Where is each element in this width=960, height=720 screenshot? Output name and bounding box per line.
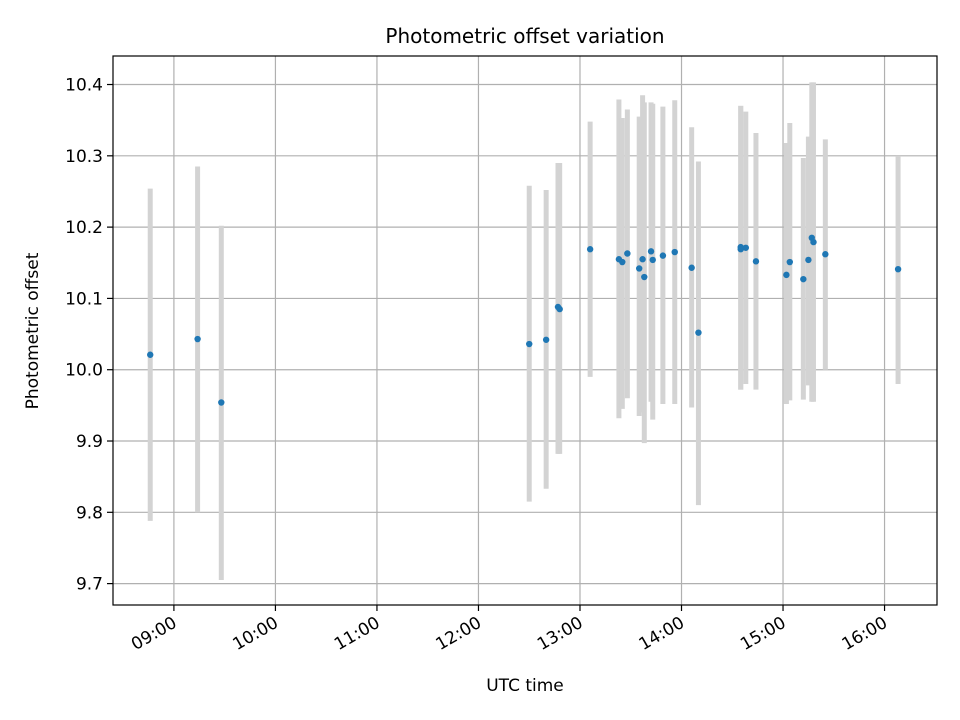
data-point [737, 246, 744, 253]
x-axis-label: UTC time [486, 676, 564, 696]
data-point [586, 246, 594, 253]
data-point [647, 248, 655, 255]
data-point [526, 340, 533, 348]
data-point [671, 248, 678, 256]
data-point [695, 329, 702, 336]
data-point [194, 335, 201, 343]
data-point [783, 271, 790, 279]
data-point [800, 275, 807, 283]
data-point [805, 256, 812, 264]
data-point [752, 258, 760, 265]
data-point [619, 258, 626, 266]
data-point [556, 305, 563, 313]
y-axis-label: Photometric offset [23, 252, 43, 409]
data-point [641, 273, 648, 281]
data-point [649, 256, 656, 264]
y-tick-label: 10.0 [65, 361, 103, 381]
y-tick-label: 9.7 [76, 575, 103, 595]
data-point [639, 256, 646, 263]
chart-title: Photometric offset variation [385, 24, 664, 48]
y-tick-label: 10.2 [65, 218, 103, 238]
y-tick-label: 9.9 [76, 432, 103, 452]
data-point [810, 238, 817, 246]
data-point [688, 264, 695, 271]
data-point [147, 351, 154, 358]
grid-layer [113, 56, 937, 605]
data-point [786, 258, 793, 266]
plot-frame [112, 55, 938, 606]
y-tick-label: 10.1 [65, 289, 103, 309]
data-point [218, 399, 225, 406]
data-point [624, 250, 631, 257]
data-point [742, 244, 750, 251]
data-point [822, 251, 829, 258]
data-point [542, 336, 550, 343]
data-point [894, 265, 902, 273]
y-tick-label: 9.8 [76, 503, 103, 523]
point-layer [147, 234, 902, 406]
y-tick-label: 10.3 [65, 147, 103, 167]
y-tick-label: 10.4 [65, 76, 103, 96]
data-point [659, 252, 667, 259]
data-point [636, 265, 643, 272]
